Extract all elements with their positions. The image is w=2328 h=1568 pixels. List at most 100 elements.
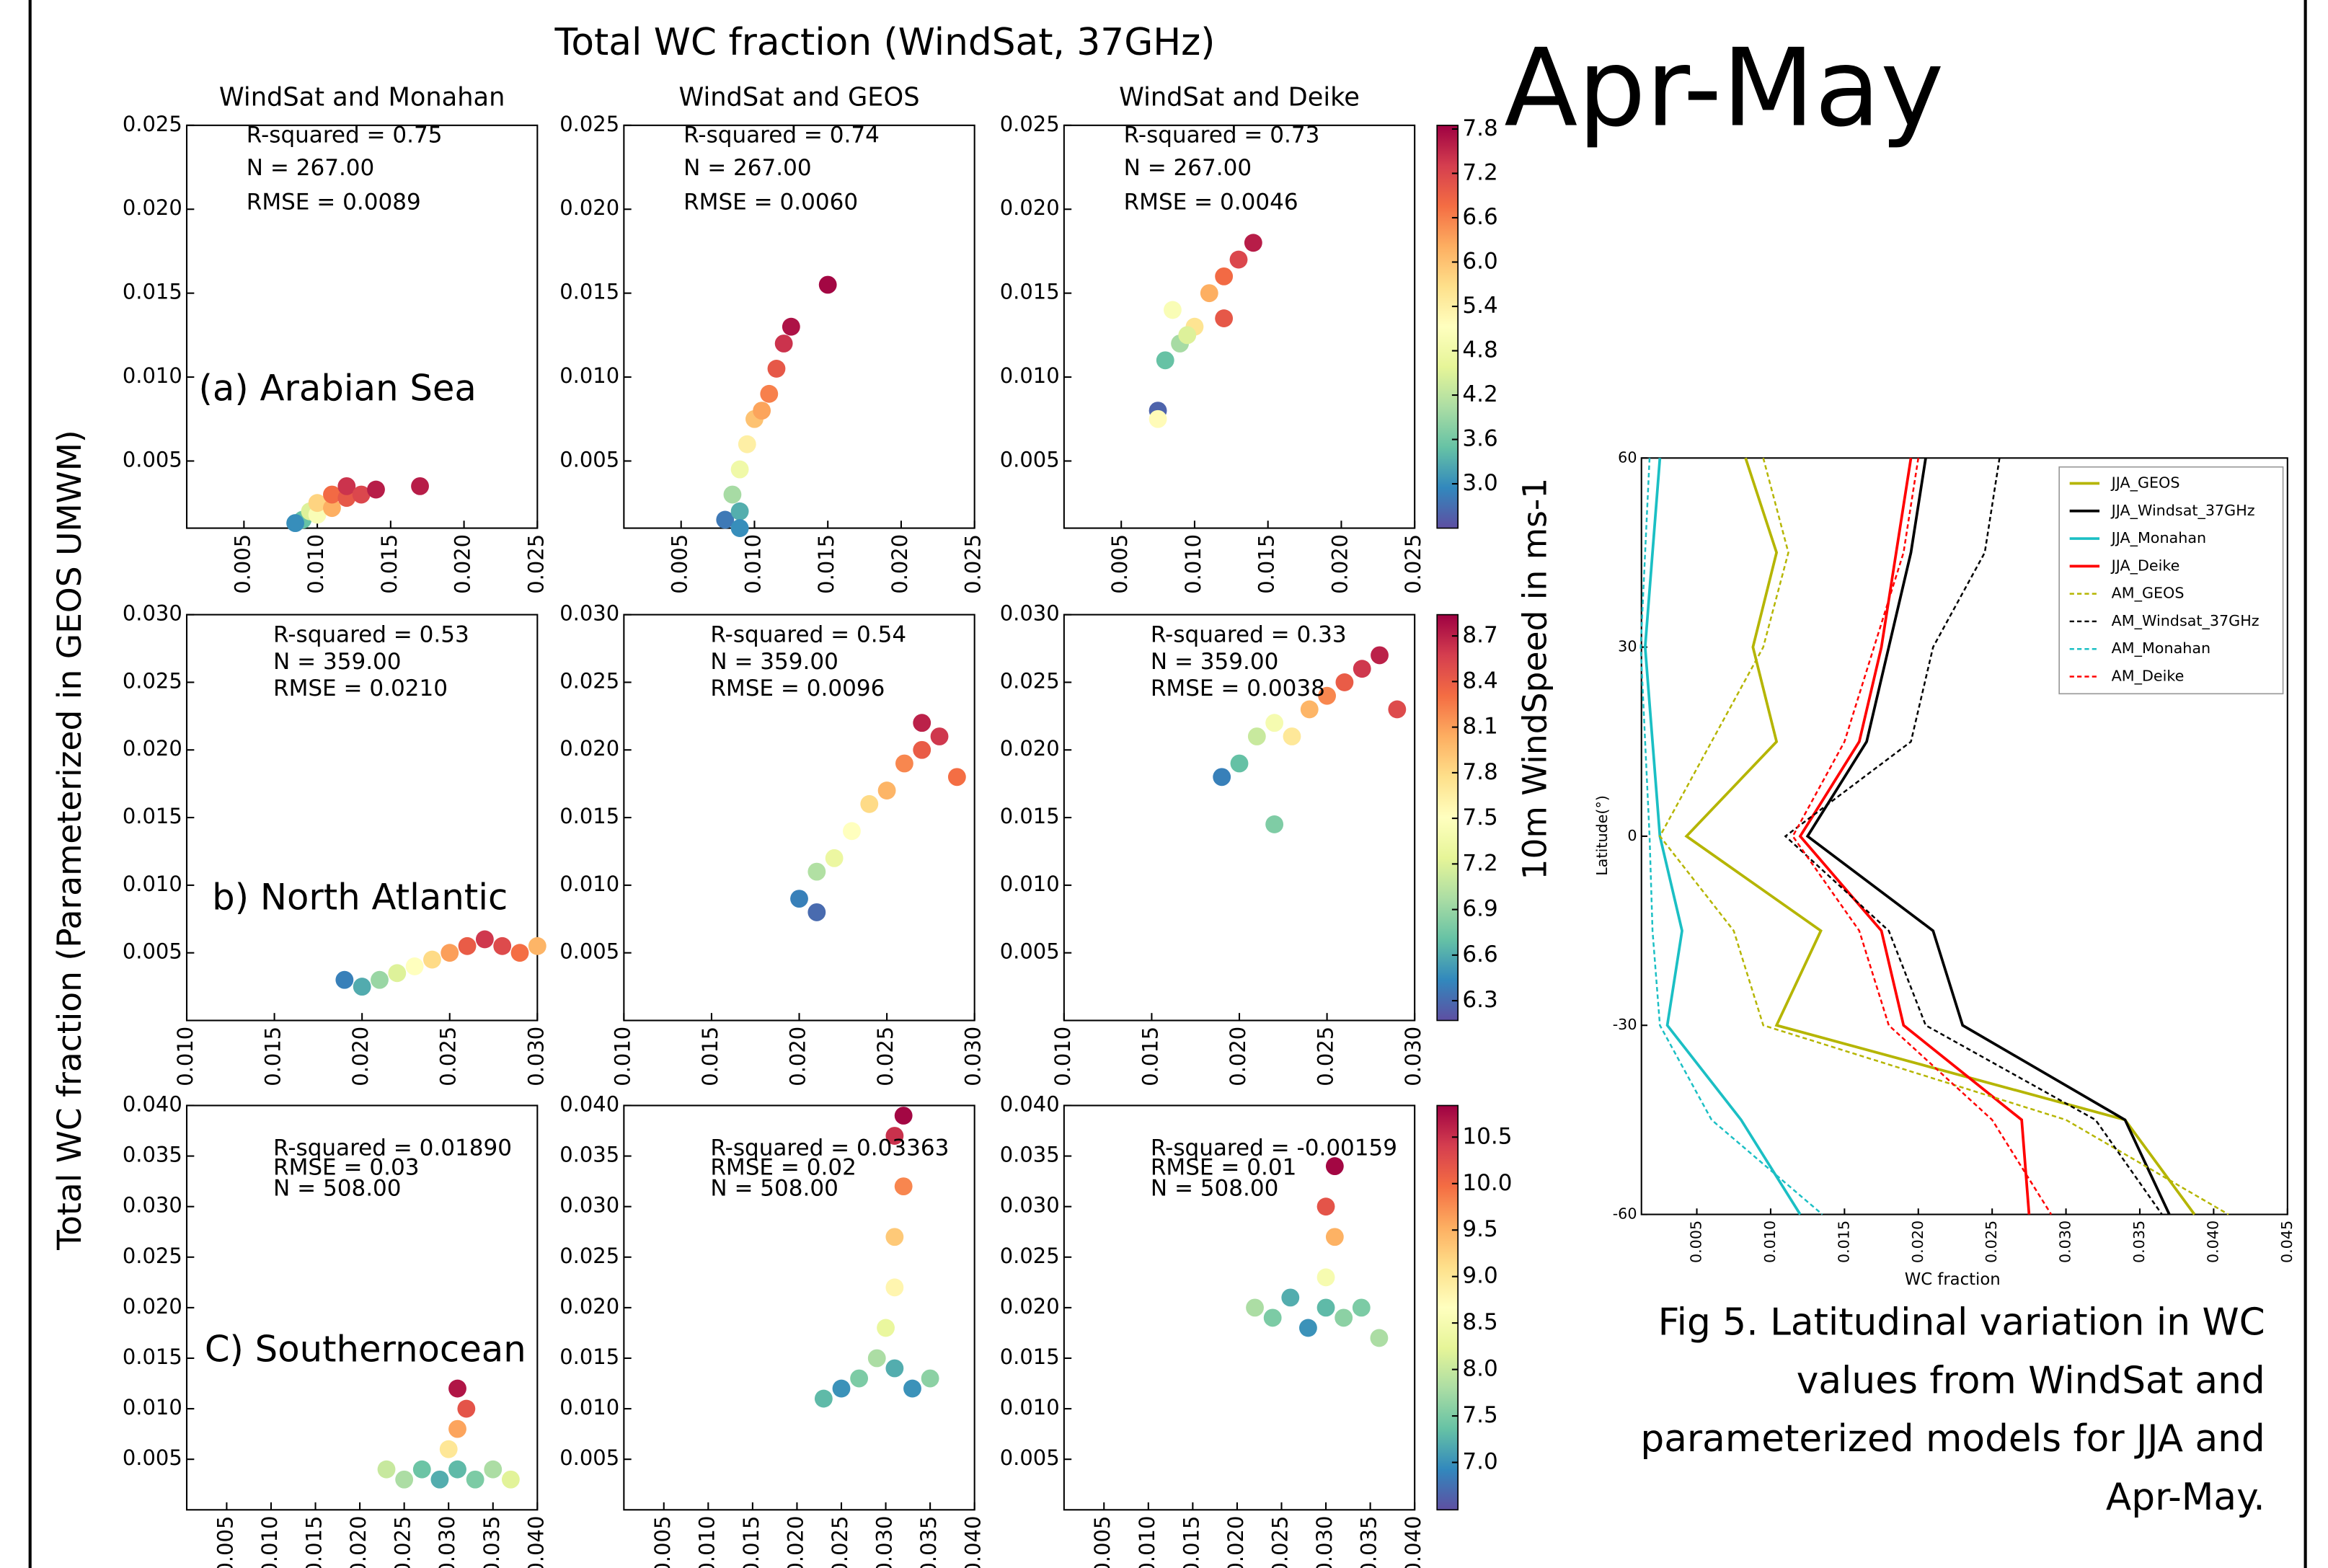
x-tick-label: 0.030 [872, 1516, 897, 1568]
colorbar-tick-label: 6.9 [1462, 896, 1497, 922]
panel-title: WindSat and Monahan [219, 83, 505, 112]
y-tick-label: 0.010 [123, 872, 182, 896]
y-tick-label: 0.035 [123, 1143, 182, 1167]
x-tick-label: 0.025 [961, 534, 986, 594]
x-tick-label: 0.035 [1357, 1516, 1381, 1568]
y-tick-label: 0.010 [123, 1395, 182, 1419]
x-tick-label: 0.005 [650, 1516, 675, 1568]
y-tick-label: 0.020 [559, 1294, 619, 1319]
x-tick-label: 0.010 [1050, 1027, 1075, 1086]
scatter-point [825, 849, 844, 867]
y-tick-label: 0.035 [559, 1143, 619, 1167]
legend-label: AM_Windsat_37GHz [2112, 612, 2260, 630]
scatter-point [1316, 1268, 1335, 1287]
x-tick-label: 0.005 [1090, 1516, 1115, 1568]
scatter-point [1215, 267, 1234, 285]
colorbar-tick-label: 5.4 [1462, 293, 1497, 319]
stat-annotation: RMSE = 0.0046 [1124, 189, 1298, 215]
stat-annotation: R-squared = 0.53 [273, 622, 469, 648]
colorbar-tick-label: 3.0 [1462, 470, 1497, 496]
x-tick-label: 0.030 [2057, 1221, 2074, 1263]
stat-annotation: N = 267.00 [1124, 155, 1252, 181]
scatter-point [885, 1127, 904, 1145]
y-tick-label: 0.005 [1000, 1445, 1060, 1470]
caption-line: parameterized models for JJA and [1640, 1417, 2265, 1461]
colorbar-tick-label: 8.7 [1462, 622, 1497, 648]
x-tick-label: 0.005 [230, 534, 255, 594]
scatter-point [818, 275, 837, 294]
y-tick-label: 0.025 [1000, 668, 1060, 693]
stat-annotation: RMSE = 0.0060 [683, 189, 858, 215]
scatter-point [807, 862, 826, 881]
colorbar-tick-label: 8.5 [1462, 1309, 1497, 1335]
y-tick-label: 0.015 [123, 1345, 182, 1369]
scatter-point [753, 402, 771, 420]
y-tick-label: 0.015 [559, 804, 619, 828]
x-tick-label: 0.010 [1761, 1221, 1779, 1263]
x-tick-label: 0.030 [961, 1027, 986, 1086]
colorbar-tick-label: 7.8 [1462, 115, 1497, 141]
scatter-point [1213, 768, 1231, 787]
scatter-point [1148, 409, 1167, 428]
scatter-point [466, 1470, 484, 1489]
y-tick-label: 0.015 [123, 280, 182, 304]
x-tick-label: 0.010 [740, 534, 765, 594]
scatter-point [814, 1389, 833, 1408]
stat-annotation: RMSE = 0.0210 [273, 676, 448, 701]
y-tick-label: 0.020 [559, 736, 619, 761]
scatter-point [286, 514, 304, 533]
x-tick-label: 0.010 [694, 1516, 719, 1568]
x-tick-label: 0.015 [302, 1516, 327, 1568]
y-tick-label: 0.005 [559, 447, 619, 471]
x-tick-label: 0.025 [873, 1027, 898, 1086]
y-tick-label: 0.025 [559, 668, 619, 693]
scatter-point [1200, 284, 1218, 303]
x-tick-label: 0.020 [888, 534, 912, 594]
colorbar [1436, 1104, 1459, 1511]
y-tick-label: -30 [1613, 1016, 1637, 1033]
colorbar-tick-label: 6.6 [1462, 942, 1497, 967]
scatter-point [335, 970, 354, 989]
scatter-point [1178, 326, 1197, 345]
scatter-point [1265, 815, 1284, 833]
colorbar-tick-label: 9.0 [1462, 1263, 1497, 1289]
scatter-point [352, 485, 371, 504]
y-tick-label: 0.040 [123, 1091, 182, 1116]
scatter-point [448, 1419, 466, 1438]
scatter-point [1246, 1298, 1264, 1317]
y-tick-label: 0.005 [559, 939, 619, 964]
y-tick-label: 0.025 [123, 668, 182, 693]
scatter-point [367, 480, 385, 499]
y-tick-label: 0.040 [1000, 1091, 1060, 1116]
scatter-point [1352, 1298, 1371, 1317]
stat-annotation: RMSE = 0.03 [273, 1154, 419, 1180]
stat-annotation: RMSE = 0.02 [710, 1154, 856, 1180]
scatter-point [790, 890, 808, 908]
x-tick-label: 0.030 [1312, 1516, 1337, 1568]
colorbar-tick-label: 8.0 [1462, 1356, 1497, 1382]
series-line [1658, 458, 2229, 1215]
series-line [1784, 458, 2163, 1215]
scatter-point [913, 714, 931, 732]
stat-annotation: RMSE = 0.01 [1151, 1154, 1296, 1180]
scatter-point [439, 1440, 458, 1458]
scatter-point [730, 460, 749, 479]
scatter-point [1281, 1288, 1300, 1307]
y-tick-label: 0.015 [123, 804, 182, 828]
panel-title: WindSat and Deike [1119, 83, 1360, 112]
colorbar-tick-label: 7.5 [1462, 805, 1497, 830]
scatter-point [528, 936, 546, 955]
scatter-point [860, 794, 879, 813]
scatter-point [913, 740, 931, 759]
x-tick-label: 0.040 [961, 1516, 986, 1568]
plot-frame [185, 124, 539, 529]
series-line [1805, 458, 2171, 1215]
scatter-point [448, 1379, 466, 1398]
x-tick-label: 0.010 [1181, 534, 1205, 594]
colorbar-tick-label: 7.0 [1462, 1449, 1497, 1475]
y-tick-label: 0.030 [1000, 1193, 1060, 1218]
y-tick-label: 0.015 [559, 1345, 619, 1369]
y-tick-label: 0.015 [559, 280, 619, 304]
x-tick-label: 0.030 [1401, 1027, 1425, 1086]
